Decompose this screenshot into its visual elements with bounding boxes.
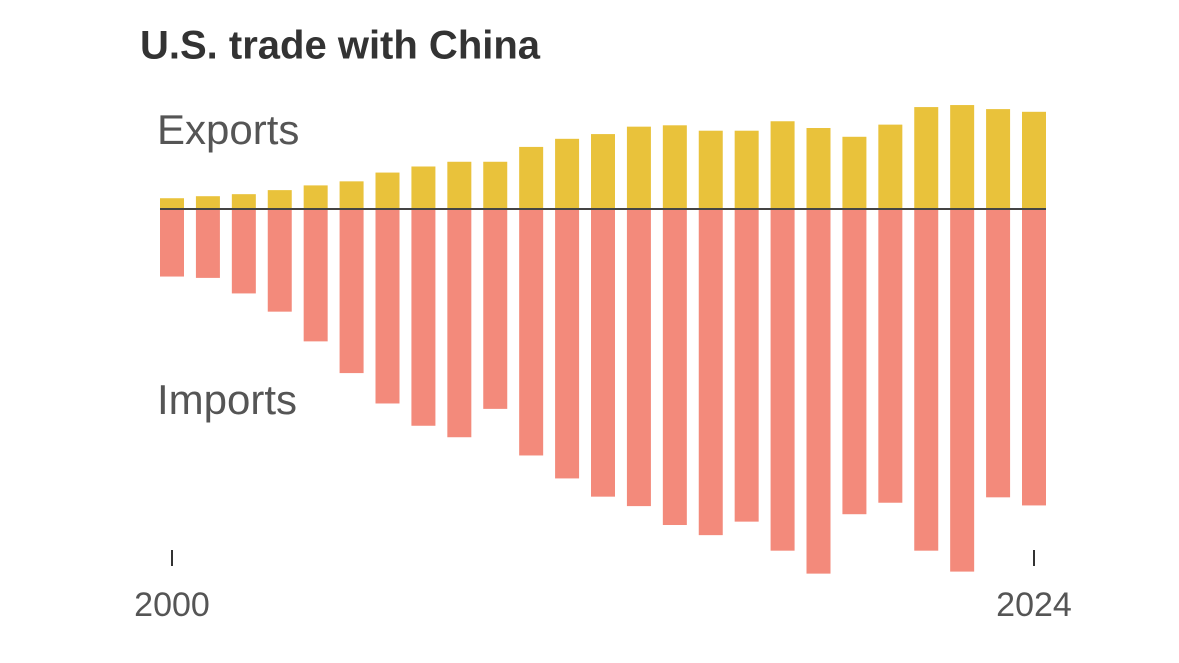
bar <box>986 209 1011 498</box>
bar <box>160 198 184 210</box>
bar <box>267 209 292 312</box>
bar <box>626 209 651 507</box>
bar <box>303 209 328 342</box>
chart-title: U.S. trade with China <box>140 24 541 68</box>
bar <box>1022 209 1046 506</box>
bar <box>231 209 256 294</box>
bar <box>195 196 220 210</box>
x-tick-label: 2000 <box>134 586 210 624</box>
bar <box>878 209 903 503</box>
bar <box>914 107 939 210</box>
bar <box>339 209 364 374</box>
bar <box>231 194 256 210</box>
bar <box>483 161 508 210</box>
bar <box>519 146 544 210</box>
bar <box>734 209 759 522</box>
bar <box>806 128 831 210</box>
bar <box>950 105 975 210</box>
bar <box>447 209 472 438</box>
bar <box>842 209 867 515</box>
bar <box>626 126 651 210</box>
bar <box>806 209 831 574</box>
bar <box>447 161 472 210</box>
bar <box>1022 111 1046 210</box>
bar <box>519 209 544 456</box>
bar <box>662 125 687 210</box>
bar <box>411 166 436 210</box>
bar <box>555 209 580 479</box>
series-label: Imports <box>157 376 297 423</box>
bar <box>770 209 795 551</box>
bar <box>914 209 939 551</box>
bar <box>555 138 580 210</box>
bar <box>878 124 903 210</box>
bar <box>591 134 615 210</box>
x-tick-label: 2024 <box>996 586 1072 624</box>
series-label: Exports <box>157 106 299 153</box>
bar <box>411 209 436 426</box>
bar <box>375 172 400 210</box>
bar <box>303 185 328 210</box>
bar <box>734 130 759 210</box>
bar <box>698 209 723 536</box>
bar <box>267 190 292 210</box>
bar <box>483 209 508 409</box>
bar <box>591 209 615 497</box>
bar <box>375 209 400 404</box>
bar <box>339 181 364 210</box>
bar <box>698 130 723 210</box>
bar <box>986 109 1011 210</box>
bar <box>195 209 220 278</box>
bar <box>842 136 867 210</box>
bar <box>160 209 184 277</box>
bar <box>662 209 687 526</box>
bar <box>950 209 975 572</box>
bar <box>770 121 795 210</box>
